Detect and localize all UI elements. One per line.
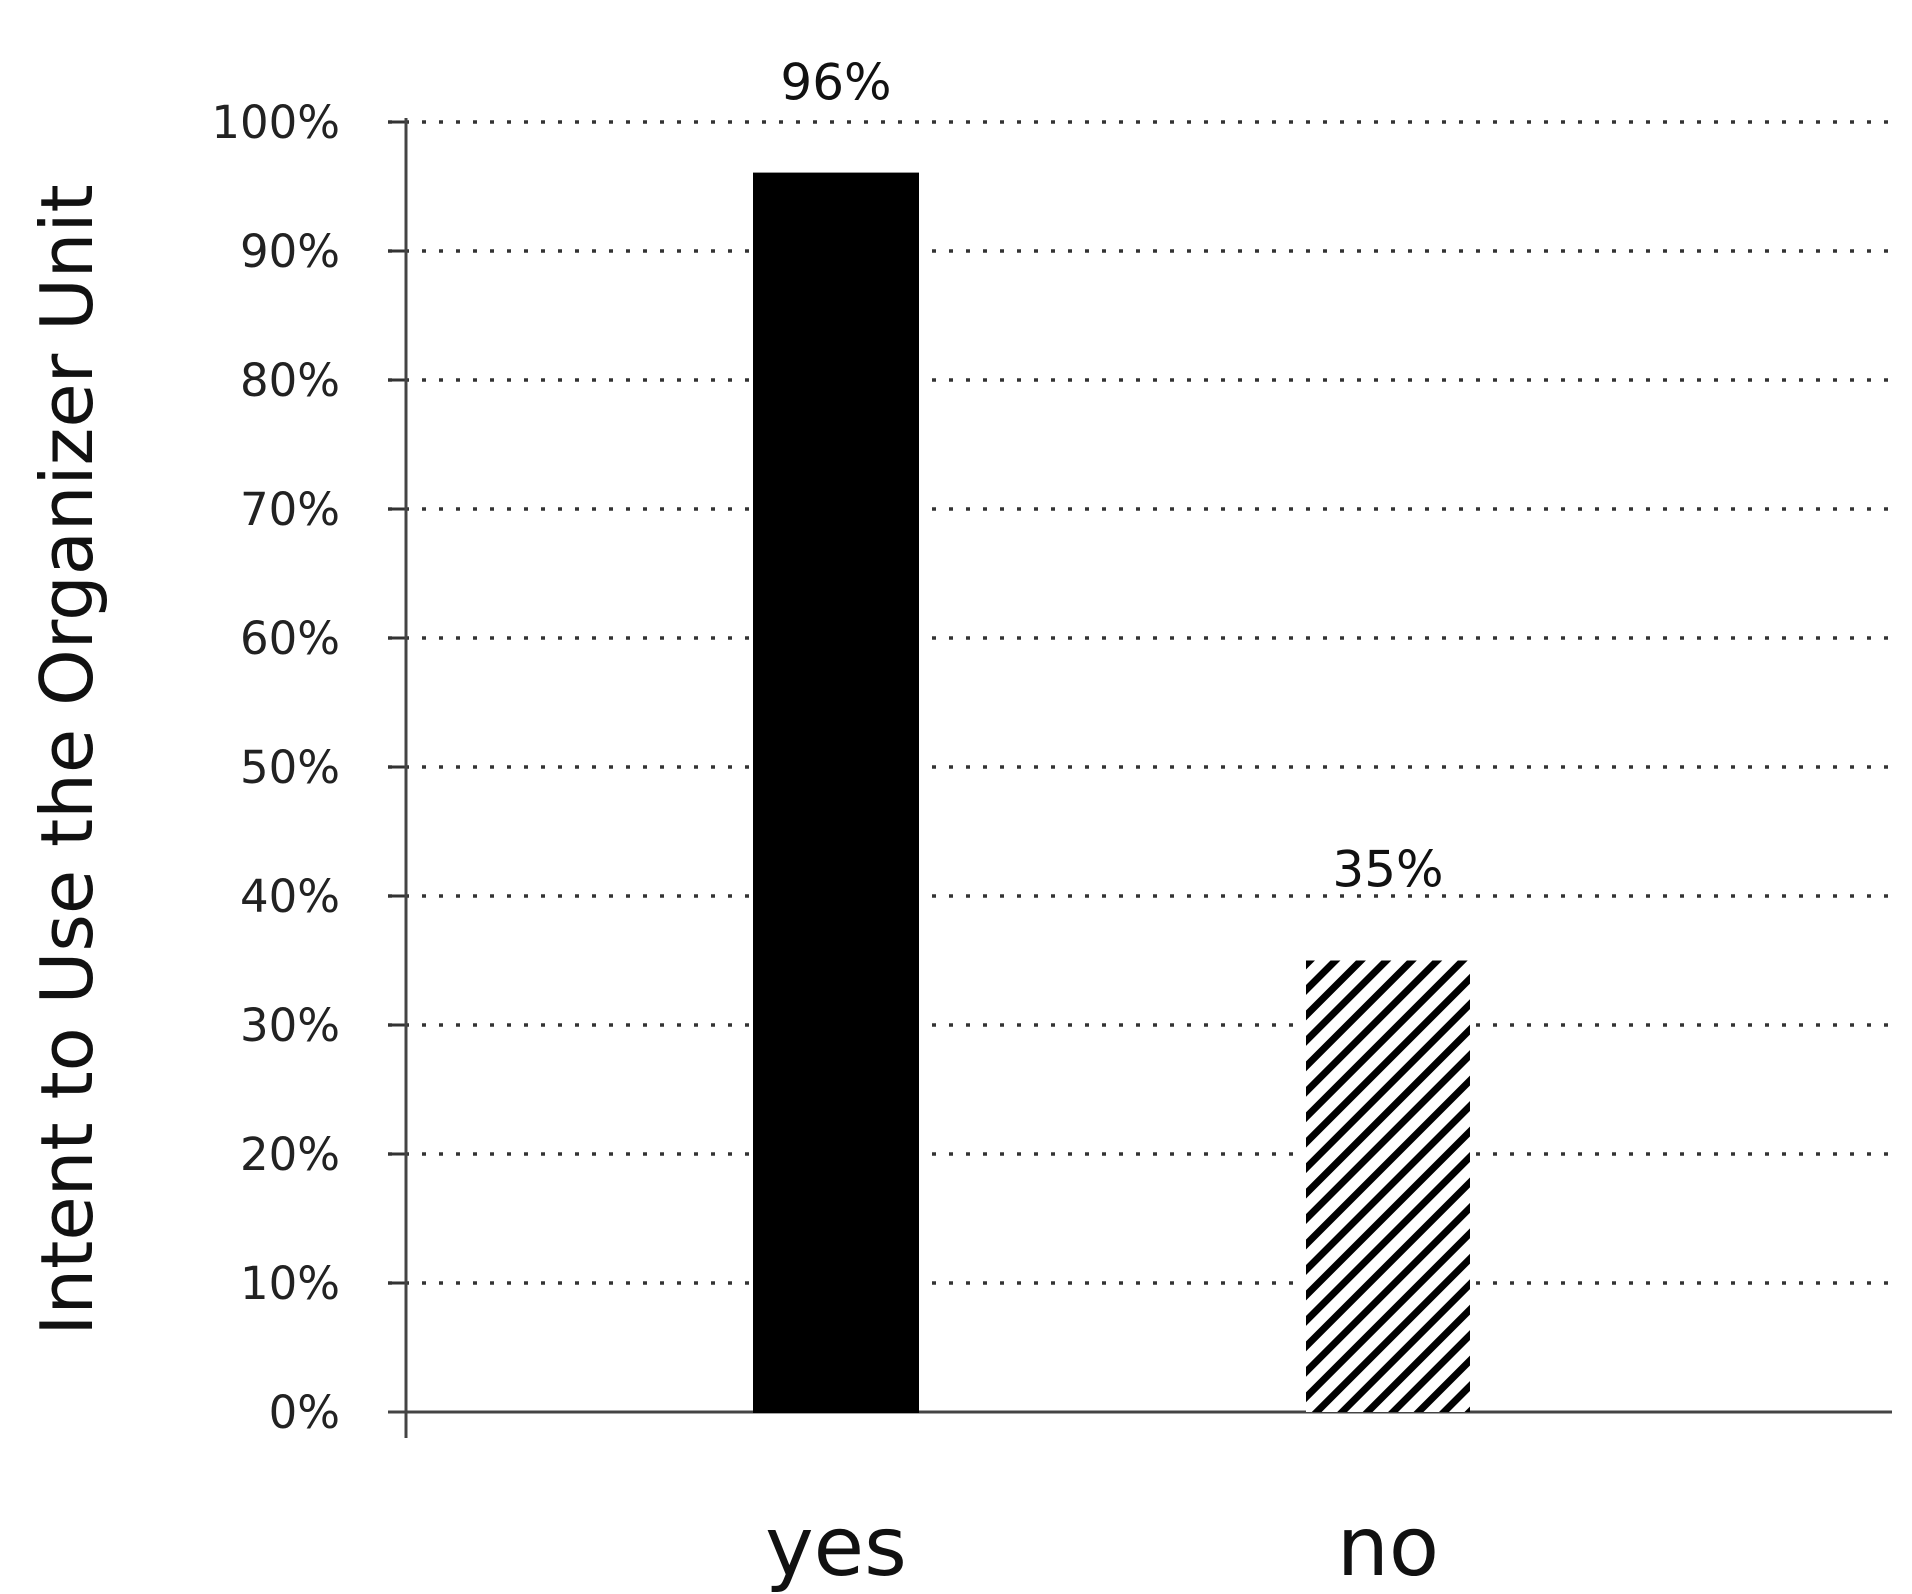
y-tick-label: 90% bbox=[240, 225, 340, 278]
y-tick-label: 60% bbox=[240, 612, 340, 665]
y-tick-label: 70% bbox=[240, 483, 340, 536]
gridlines bbox=[388, 120, 1892, 1285]
y-tick-label: 20% bbox=[240, 1128, 340, 1181]
y-tick-label: 40% bbox=[240, 870, 340, 923]
x-axis-categories: yes no bbox=[765, 1500, 1439, 1594]
data-label-yes: 96% bbox=[780, 54, 891, 112]
x-category-no: no bbox=[1337, 1500, 1439, 1594]
y-axis-ticks: 0% 10% 20% 30% 40% 50% 60% 70% 80% 90% 100% bbox=[211, 96, 406, 1439]
y-axis-title: Intent to Use the Organizer Unit bbox=[25, 184, 109, 1335]
bar-yes bbox=[753, 172, 919, 1414]
y-tick-label: 10% bbox=[240, 1257, 340, 1310]
bars bbox=[753, 172, 1470, 1414]
data-labels: 96% 35% bbox=[780, 54, 1443, 899]
y-tick-label: 50% bbox=[240, 741, 340, 794]
axes bbox=[388, 118, 1892, 1438]
bar-no bbox=[1306, 960, 1470, 1412]
y-tick-label: 80% bbox=[240, 354, 340, 407]
y-tick-label: 0% bbox=[269, 1386, 340, 1439]
y-tick-label: 100% bbox=[211, 96, 340, 149]
y-tick-label: 30% bbox=[240, 999, 340, 1052]
x-category-yes: yes bbox=[765, 1500, 907, 1594]
data-label-no: 35% bbox=[1332, 841, 1443, 899]
